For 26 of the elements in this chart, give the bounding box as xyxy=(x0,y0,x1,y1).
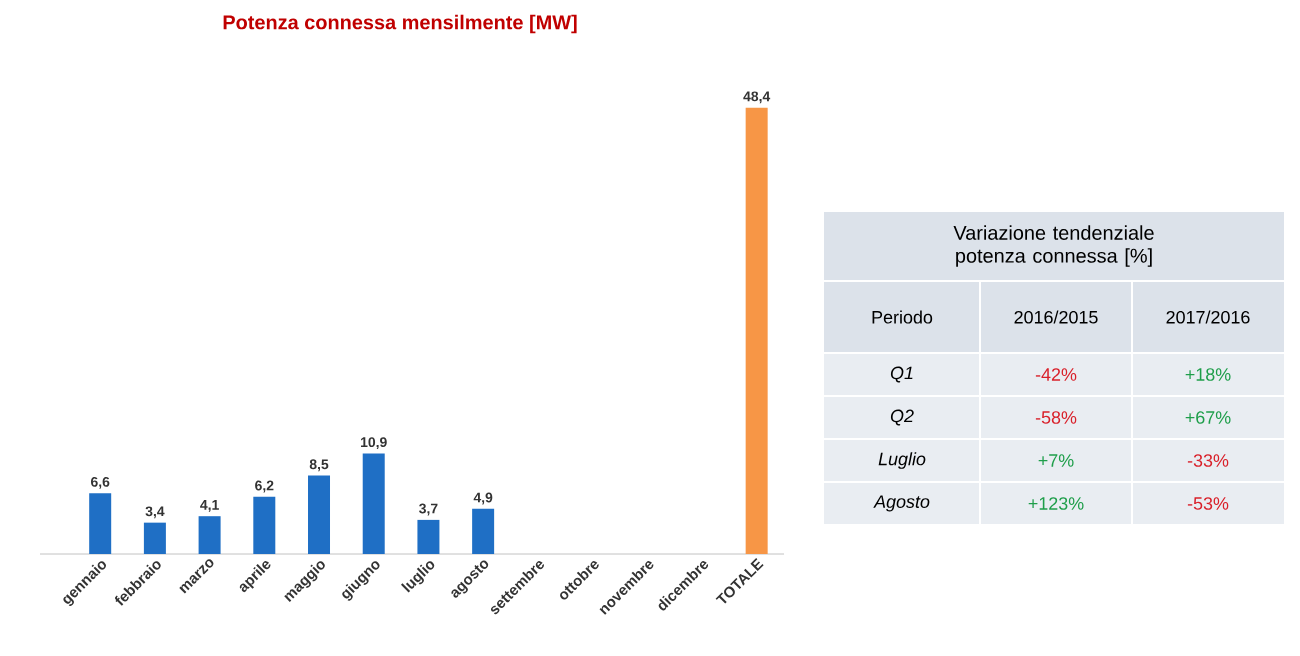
text: Q1 xyxy=(890,366,913,383)
bar xyxy=(198,516,221,554)
text: Q2 xyxy=(890,409,914,426)
text: -33% xyxy=(1187,454,1229,467)
bar xyxy=(89,493,112,554)
bar xyxy=(308,475,331,554)
text: +67% xyxy=(1185,411,1231,424)
text: -53% xyxy=(1187,497,1229,510)
text: Luglio xyxy=(878,452,926,469)
text: Agosto xyxy=(873,495,930,512)
text: +123% xyxy=(1028,497,1084,510)
text: 2016/2015 xyxy=(1014,310,1098,324)
bar xyxy=(253,496,276,554)
bar xyxy=(143,522,166,554)
bar xyxy=(362,453,385,554)
text: -42% xyxy=(1035,368,1077,381)
text: +18% xyxy=(1185,368,1231,381)
bar xyxy=(745,107,768,554)
text: Variazione tendenziale potenza connessa [%] xyxy=(953,225,1154,267)
text: +7% xyxy=(1038,454,1074,467)
text: -58% xyxy=(1035,411,1077,424)
text: 2017/2016 xyxy=(1166,310,1250,324)
bar xyxy=(417,519,440,554)
chart-title: Potenza connessa mensilmente [MW] xyxy=(223,14,577,34)
bar xyxy=(472,508,495,554)
text: Periodo xyxy=(872,310,933,324)
